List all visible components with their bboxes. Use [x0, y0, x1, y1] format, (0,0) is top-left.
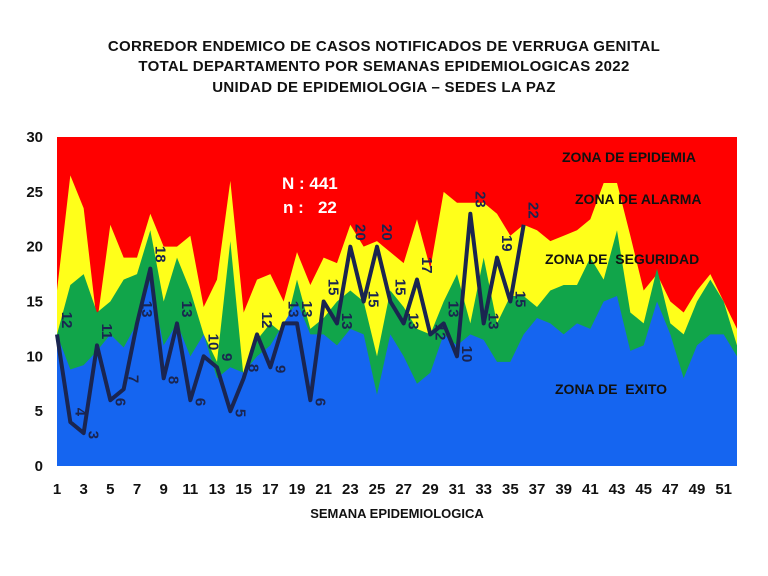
x-tick-label: 13 — [209, 481, 226, 498]
data-label: 6 — [311, 398, 328, 406]
x-tick-label: 47 — [662, 481, 679, 498]
chart-title-line-1: CORREDOR ENDEMICO DE CASOS NOTIFICADOS D… — [107, 38, 661, 55]
x-tick-label: 33 — [475, 481, 492, 498]
y-tick-label: 5 — [35, 403, 43, 420]
data-label: 20 — [378, 224, 395, 241]
data-label: 8 — [165, 376, 182, 384]
x-tick-label: 15 — [235, 481, 252, 498]
data-label: 13 — [338, 313, 355, 330]
data-label: 9 — [218, 353, 235, 361]
x-tick-label: 7 — [133, 481, 141, 498]
data-label: 4 — [71, 408, 88, 417]
x-tick-label: 11 — [182, 481, 198, 498]
cases-series — [55, 211, 526, 436]
x-tick-label: 17 — [262, 481, 279, 498]
data-label: 13 — [298, 301, 315, 318]
data-label: 23 — [471, 191, 488, 208]
data-label: 12 — [258, 312, 275, 329]
x-tick-label: 9 — [159, 481, 167, 498]
data-labels: 1243116713188136109581291313615132015201… — [58, 191, 542, 439]
zone-area-zona-de-exito — [57, 279, 737, 466]
data-label: 13 — [405, 313, 422, 330]
x-tick-label: 3 — [79, 481, 87, 498]
x-tick-label: 43 — [609, 481, 626, 498]
x-tick-label: 5 — [106, 481, 114, 498]
data-label: 6 — [191, 398, 208, 406]
data-label: 15 — [325, 279, 342, 296]
data-label: 15 — [511, 291, 528, 308]
x-axis: 1 3 5 7 9 11 13 15 17 19 21 23 25 27 29 31 33 35 37 39 41 43 4… — [53, 481, 732, 498]
chart-title-line-2: TOTAL DEPARTAMENTO POR SEMANAS EPIDEMIOL… — [138, 58, 630, 75]
x-tick-label: 25 — [369, 481, 386, 498]
data-label: 10 — [205, 334, 222, 351]
data-label: 17 — [418, 257, 435, 274]
zone-label-epidemia: ZONA DE EPIDEMIA — [562, 149, 696, 165]
data-label: 7 — [125, 375, 142, 383]
x-tick-label: 23 — [342, 481, 359, 498]
data-label: 19 — [498, 235, 515, 252]
annotation-week-n: n : 22 — [283, 198, 337, 217]
data-label: 13 — [485, 313, 502, 330]
x-tick-label: 49 — [689, 481, 706, 498]
y-tick-label: 20 — [26, 239, 43, 256]
data-label: 12 — [431, 324, 448, 341]
y-tick-label: 0 — [35, 458, 43, 475]
data-label: 13 — [138, 301, 155, 318]
data-label: 3 — [85, 431, 102, 439]
zone-areas — [57, 137, 737, 466]
zone-label-alarma: ZONA DE ALARMA — [575, 191, 702, 207]
data-label: 11 — [98, 324, 115, 340]
y-tick-label: 25 — [26, 184, 43, 201]
annotation-total-n: N : 441 — [282, 174, 338, 193]
x-tick-label: 29 — [422, 481, 439, 498]
y-axis: 0 5 10 15 20 25 30 — [26, 129, 43, 475]
cases-line — [55, 211, 526, 436]
x-tick-label: 37 — [529, 481, 546, 498]
chart-title-line-3: UNIDAD DE EPIDEMIOLOGIA – SEDES LA PAZ — [212, 79, 556, 96]
data-label: 10 — [458, 346, 475, 363]
x-tick-label: 31 — [449, 481, 466, 498]
x-tick-label: 51 — [715, 481, 732, 498]
data-label: 8 — [245, 364, 262, 372]
x-tick-label: 39 — [555, 481, 572, 498]
data-label: 13 — [445, 301, 462, 318]
y-tick-label: 15 — [26, 294, 43, 311]
x-tick-label: 1 — [53, 481, 61, 498]
x-tick-label: 41 — [582, 481, 599, 498]
data-label: 13 — [178, 301, 195, 318]
x-tick-label: 35 — [502, 481, 519, 498]
data-label: 9 — [271, 365, 288, 373]
data-label: 15 — [391, 279, 408, 296]
data-label: 5 — [231, 409, 248, 417]
zone-label-seguridad: ZONA DE SEGURIDAD — [545, 251, 699, 267]
data-label: 13 — [285, 301, 302, 318]
data-label: 20 — [351, 224, 368, 241]
data-label: 6 — [111, 398, 128, 406]
zone-label-exito: ZONA DE EXITO — [555, 381, 667, 397]
data-label: 15 — [365, 291, 382, 308]
x-tick-label: 45 — [635, 481, 652, 498]
y-tick-label: 10 — [26, 348, 43, 365]
x-tick-label: 27 — [395, 481, 412, 498]
data-label: 22 — [525, 202, 542, 219]
data-label: 18 — [151, 246, 168, 263]
y-tick-label: 30 — [26, 129, 43, 146]
data-label: 12 — [58, 312, 75, 329]
x-tick-label: 21 — [315, 481, 332, 498]
x-tick-label: 19 — [289, 481, 306, 498]
x-axis-label: SEMANA EPIDEMIOLOGICA — [310, 506, 484, 521]
